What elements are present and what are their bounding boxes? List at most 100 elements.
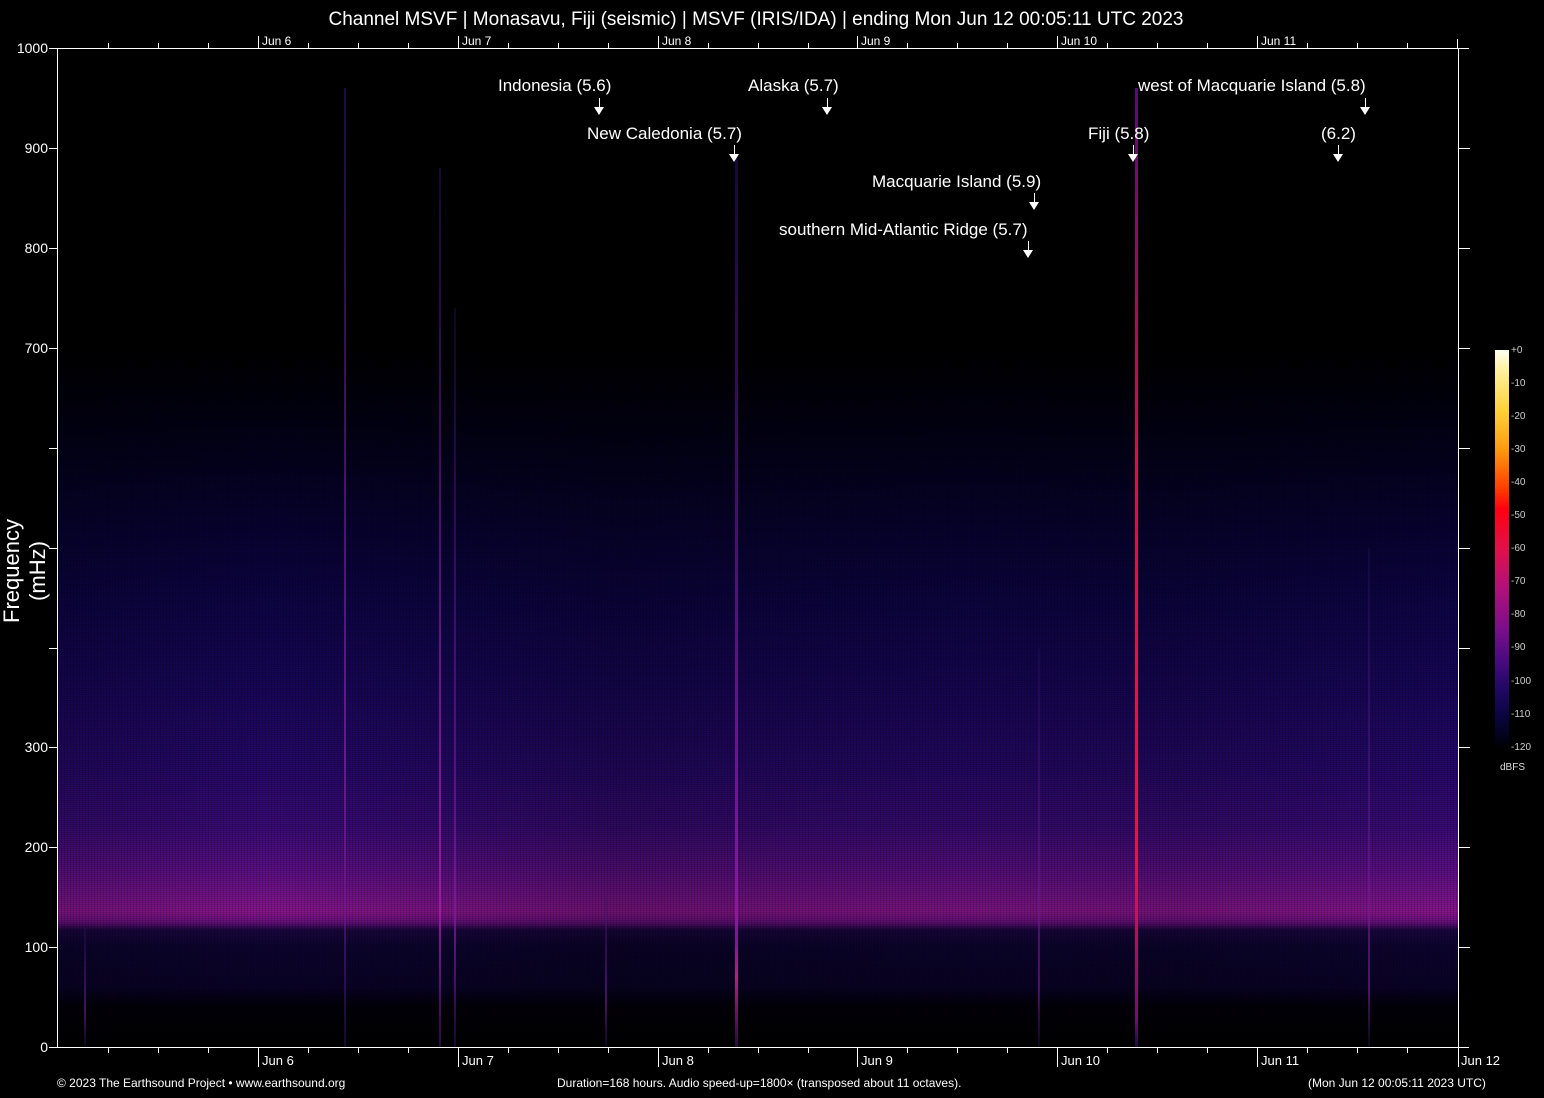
x-major-tick (258, 36, 259, 48)
x-axis-top (57, 48, 1469, 49)
event-streak (605, 898, 607, 1047)
annotation-mid-atlantic: southern Mid-Atlantic Ridge (5.7) (779, 220, 1028, 239)
x-tick-label: Jun 10 (1061, 1053, 1101, 1068)
x-minor-tick (957, 1047, 958, 1053)
y-axis-label: Frequency (mHz) (0, 519, 50, 623)
colorbar-gradient (1495, 350, 1509, 748)
x-major-tick (658, 1047, 659, 1067)
x-major-tick (1458, 1047, 1459, 1067)
x-minor-tick (708, 1047, 709, 1053)
annotation-west-macquarie: west of Macquarie Island (5.8) (1138, 76, 1366, 95)
event-streak (1038, 648, 1040, 1047)
annotation-fiji: Fiji (5.8) (1088, 124, 1150, 143)
spectrogram-background (58, 48, 1458, 1047)
x-minor-tick (158, 1047, 159, 1053)
y-tick-label: 800 (24, 240, 48, 256)
x-tick-label: Jun 9 (861, 1053, 893, 1068)
x-minor-tick (808, 1047, 809, 1053)
x-minor-tick (1357, 1047, 1358, 1053)
x-major-tick (458, 1047, 459, 1067)
x-minor-tick (1157, 1047, 1158, 1053)
x-minor-tick (1357, 43, 1358, 48)
colorbar-unit: dBFS (1500, 762, 1526, 773)
x-minor-tick (1007, 1047, 1008, 1053)
y-tick-right (1458, 847, 1470, 848)
x-top-label: Jun 9 (861, 34, 891, 48)
y-tick (49, 248, 58, 249)
x-minor-tick (508, 43, 509, 48)
x-top-label: Jun 11 (1261, 34, 1297, 48)
x-axis-bottom (57, 1047, 1469, 1048)
event-streak (1135, 88, 1138, 1047)
y-tick-label: 300 (24, 739, 48, 755)
footer-copyright: © 2023 The Earthsound Project • www.eart… (57, 1076, 346, 1090)
x-major-tick (1057, 36, 1058, 48)
y-tick-right (1458, 648, 1470, 649)
spectrogram-plot (58, 48, 1458, 1047)
x-major-tick (857, 36, 858, 48)
x-minor-tick (957, 43, 958, 48)
colorbar-label: -20 (1511, 411, 1526, 422)
x-minor-tick (1107, 1047, 1108, 1053)
x-minor-tick (558, 1047, 559, 1053)
x-minor-tick (508, 1047, 509, 1053)
y-tick (49, 947, 58, 948)
footer-duration: Duration=168 hours. Audio speed-up=1800×… (557, 1076, 962, 1090)
y-tick (49, 448, 58, 449)
x-minor-tick (1107, 43, 1108, 48)
y-tick-label: 200 (24, 839, 48, 855)
spectrogram-shading (58, 48, 1458, 1047)
chart-title: Channel MSVF | Monasavu, Fiji (seismic) … (328, 9, 1184, 30)
event-streak (735, 158, 738, 1047)
y-tick-right (1458, 248, 1470, 249)
x-minor-tick (108, 43, 109, 48)
x-minor-tick (208, 43, 209, 48)
y-tick-label: 700 (24, 340, 48, 356)
x-major-tick (458, 36, 459, 48)
x-minor-tick (1207, 43, 1208, 48)
colorbar-label: -60 (1511, 543, 1526, 554)
x-minor-tick (608, 43, 609, 48)
colorbar-label: -110 (1511, 709, 1531, 720)
x-top-label: Jun 10 (1061, 34, 1098, 48)
x-minor-tick (1307, 43, 1308, 48)
annotation-alaska: Alaska (5.7) (748, 76, 839, 95)
x-minor-tick (308, 43, 309, 48)
x-top-label: Jun 7 (462, 34, 492, 48)
x-tick-label: Jun 7 (462, 1053, 494, 1068)
x-minor-tick (907, 1047, 908, 1053)
x-minor-tick (907, 43, 908, 48)
y-tick (49, 648, 58, 649)
y-tick (49, 148, 58, 149)
footer-end-time: (Mon Jun 12 00:05:11 2023 UTC) (1308, 1076, 1486, 1090)
x-minor-tick (408, 43, 409, 48)
colorbar-label: +0 (1511, 345, 1523, 356)
colorbar-label: -70 (1511, 576, 1526, 587)
y-tick (49, 847, 58, 848)
x-minor-tick (1407, 1047, 1408, 1053)
x-minor-tick (758, 43, 759, 48)
x-tick-label: Jun 8 (662, 1053, 694, 1068)
x-major-tick (1057, 1047, 1058, 1067)
y-tick-label: 1000 (16, 40, 48, 56)
colorbar-label: -80 (1511, 609, 1526, 620)
x-top-label: Jun 8 (662, 34, 692, 48)
x-minor-tick (1307, 1047, 1308, 1053)
x-tick-label: Jun 11 (1261, 1053, 1300, 1068)
y-tick (49, 348, 58, 349)
y-tick-label: 0 (40, 1039, 48, 1055)
y-tick (49, 1047, 58, 1048)
x-major-tick (258, 1047, 259, 1067)
x-top-label: Jun 6 (262, 34, 292, 48)
x-major-tick (1257, 1047, 1258, 1067)
x-minor-tick (108, 1047, 109, 1053)
annotation-6-2: (6.2) (1321, 124, 1356, 143)
y-tick-right (1458, 448, 1470, 449)
x-minor-tick (758, 1047, 759, 1053)
x-minor-tick (558, 43, 559, 48)
y-tick-right (1458, 548, 1470, 549)
x-minor-tick (358, 43, 359, 48)
x-minor-tick (1207, 1047, 1208, 1053)
x-minor-tick (1007, 43, 1008, 48)
colorbar-label: -10 (1511, 378, 1526, 389)
